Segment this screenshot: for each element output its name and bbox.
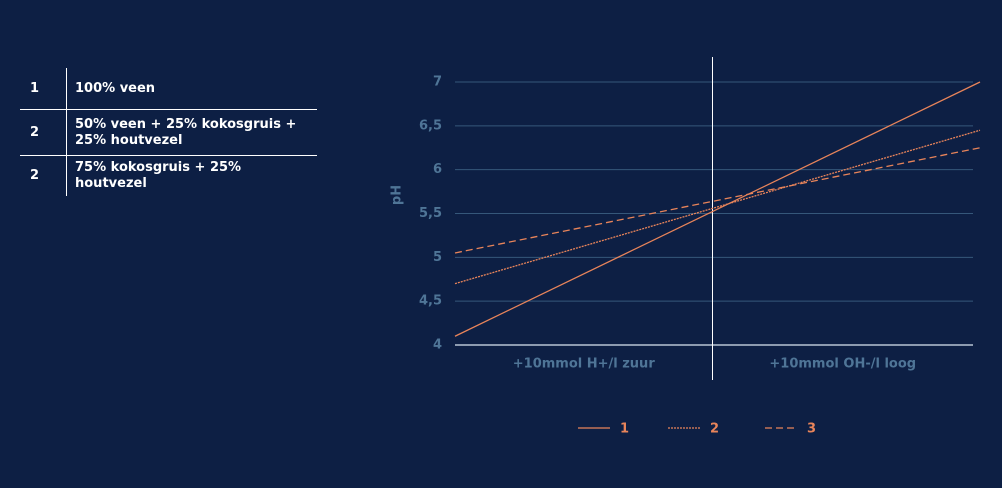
y-tick-label: 4,5 (419, 294, 442, 309)
row: 2 75% kokosgruis + 25% houtvezel (20, 155, 317, 196)
cell: 50% veen + 25% kokosgruis + 25% houtveze… (66, 109, 317, 156)
y-tick-label: 5,5 (419, 206, 442, 221)
y-tick-label: 4 (433, 338, 442, 353)
legend-table: 1 100% veen 2 50% veen + 25% kokosgruis + … (20, 68, 317, 196)
row: 1 100% veen (20, 68, 317, 110)
y-tick-label: 6 (433, 162, 442, 177)
legend-label: 1 (620, 422, 629, 437)
legend-label: 2 (710, 422, 719, 437)
cell: 2 (20, 155, 67, 196)
y-tick-label: 7 (433, 75, 442, 90)
y-tick-label: 6,5 (419, 118, 442, 133)
cell: 100% veen (75, 80, 156, 96)
row: 2 50% veen + 25% kokosgruis + 25% houtvez… (20, 109, 317, 156)
y-axis-label: pH (390, 185, 405, 205)
cell: 1 (20, 68, 67, 110)
x-tick-label: +10mmol OH-/l loog (769, 357, 916, 372)
legend-label: 3 (807, 422, 816, 437)
series-line (454, 129, 981, 285)
series-line (454, 147, 981, 254)
y-tick-label: 5 (433, 250, 442, 265)
series-line (454, 81, 981, 337)
x-tick-label: +10mmol H+/l zuur (513, 357, 656, 372)
cell: 75% kokosgruis + 25% houtvezel (66, 155, 317, 196)
cell: 2 (20, 109, 67, 156)
